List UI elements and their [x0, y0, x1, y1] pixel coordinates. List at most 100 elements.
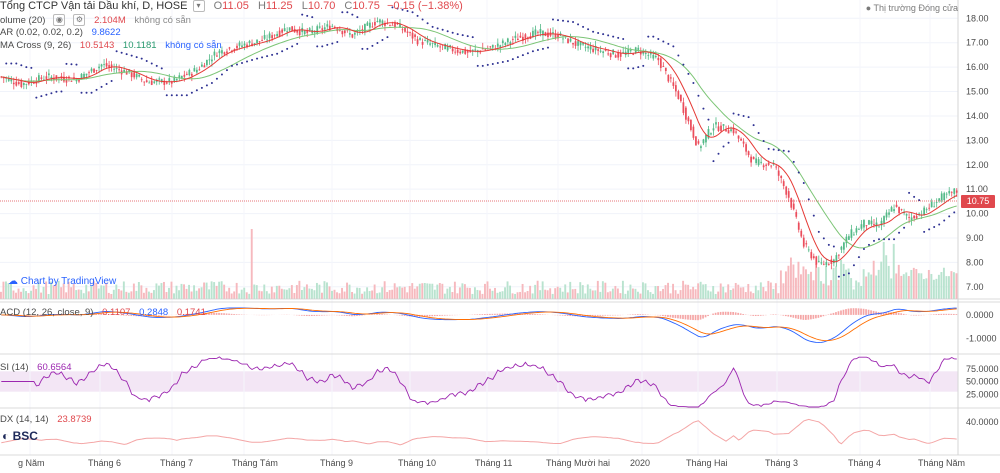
candle-body — [37, 75, 40, 81]
sar-dot — [677, 54, 680, 57]
sar-dot — [852, 264, 855, 267]
candle-body — [195, 69, 198, 73]
volume-bar — [351, 291, 354, 299]
macd-histogram-bar — [305, 314, 308, 317]
macd-histogram-bar — [446, 314, 449, 316]
adx-label: DX (14, 14) — [0, 414, 49, 425]
macd-histogram-bar — [601, 314, 604, 316]
volume-bar — [461, 283, 464, 299]
candle-body — [80, 73, 83, 80]
volume-bar — [373, 284, 376, 299]
sar-dot — [411, 11, 414, 14]
candle-body — [85, 73, 88, 76]
time-tick-label: Tháng 11 — [475, 458, 512, 468]
settings-icon[interactable]: ▾ — [192, 0, 205, 13]
macd-histogram-bar — [198, 313, 200, 315]
candle-body — [303, 30, 306, 35]
candle-body — [629, 50, 632, 52]
macd-line — [1, 307, 957, 344]
rsi-legend[interactable]: SI (14) 60.6564 — [0, 362, 78, 374]
candle-body — [444, 44, 447, 50]
eye-icon[interactable]: ◉ — [53, 14, 66, 26]
change-value: −0.15 (−1.38%) — [386, 0, 463, 12]
candle-body — [63, 76, 65, 82]
candle-body — [243, 43, 246, 46]
volume-bar — [744, 292, 747, 299]
candle-body — [491, 44, 494, 48]
macd-legend[interactable]: ACD (12, 26, close, 9) 0.1107 0.2848 0.1… — [0, 307, 212, 319]
time-tick-label: Tháng Hai — [686, 458, 728, 468]
macd-histogram-bar — [952, 313, 955, 315]
macd-histogram-bar — [599, 314, 602, 316]
macd-histogram-bar — [25, 314, 27, 316]
macd-histogram-bar — [852, 308, 855, 315]
candle-body — [654, 56, 657, 58]
sar-dot — [286, 47, 289, 50]
candle-body — [233, 48, 236, 51]
volume-bar — [208, 289, 211, 299]
macd-histogram-bar — [897, 312, 900, 315]
sar-dot — [60, 90, 63, 93]
sar-legend[interactable]: AR (0.02, 0.02, 0.2) 9.8622 — [0, 27, 127, 39]
macd-histogram-bar — [850, 308, 852, 315]
macd-histogram-bar — [383, 314, 386, 315]
volume-bar — [82, 293, 85, 299]
sar-dot — [652, 35, 655, 38]
candle-body — [0, 76, 3, 78]
volume-bar — [922, 279, 925, 299]
candle-body — [865, 225, 868, 227]
volume-bar — [792, 264, 795, 299]
time-tick-label: Tháng Mười hai — [546, 458, 610, 468]
sar-dot — [351, 13, 354, 16]
candle-body — [750, 156, 752, 163]
volume-bar — [509, 285, 512, 299]
volume-bar — [363, 291, 366, 299]
sar-dot — [361, 47, 364, 50]
volume-bar — [95, 282, 98, 299]
candle-body — [669, 77, 672, 79]
volume-legend[interactable]: olume (20) ◉ ⚙ 2.104M không có sẵn — [0, 14, 197, 27]
candle-body — [604, 50, 607, 52]
time-tick-label: Tháng Năm — [918, 458, 965, 468]
volume-bar — [594, 290, 597, 299]
candle-body — [446, 46, 449, 51]
sar-dot — [225, 69, 228, 72]
sar-dot — [872, 239, 875, 242]
macd-histogram-bar — [882, 312, 885, 315]
sar-dot — [466, 35, 469, 38]
volume-bar — [777, 293, 780, 299]
macd-histogram-bar — [526, 313, 529, 315]
candle-body — [145, 80, 148, 83]
volume-bar — [694, 289, 697, 299]
gear-icon[interactable]: ⚙ — [73, 14, 86, 26]
ma-cross-legend[interactable]: MA Cross (9, 26) 10.5143 10.1181 không c… — [0, 40, 228, 52]
adx-legend[interactable]: DX (14, 14) 23.8739 — [0, 414, 98, 426]
candle-body — [547, 32, 549, 37]
candle-body — [632, 53, 635, 55]
rsi-tick-label: 25.0000 — [966, 389, 999, 399]
macd-histogram-bar — [97, 313, 100, 315]
sar-dot — [501, 60, 504, 63]
macd-histogram-bar — [782, 314, 785, 316]
candle-body — [12, 82, 15, 85]
sar-dot — [356, 16, 359, 19]
candle-body — [765, 164, 768, 166]
candle-body — [409, 32, 411, 33]
macd-histogram-bar — [356, 314, 358, 316]
sar-dot — [5, 62, 8, 65]
macd-histogram-bar — [569, 314, 571, 317]
macd-histogram-bar — [812, 314, 815, 319]
volume-bar — [820, 281, 822, 299]
macd-histogram-bar — [724, 311, 727, 315]
volume-bar — [140, 285, 143, 299]
volume-bar — [611, 288, 614, 299]
candle-body — [396, 23, 399, 25]
sar-dot — [692, 81, 695, 84]
candle-body — [925, 209, 928, 211]
candle-body — [228, 47, 231, 49]
sar-dot — [70, 63, 73, 66]
candle-body — [900, 208, 903, 210]
volume-bar — [12, 290, 15, 299]
candle-body — [481, 48, 484, 50]
